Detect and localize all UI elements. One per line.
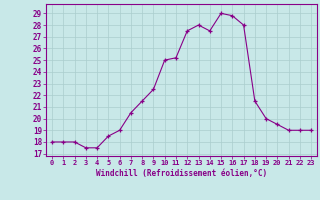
X-axis label: Windchill (Refroidissement éolien,°C): Windchill (Refroidissement éolien,°C) bbox=[96, 169, 267, 178]
